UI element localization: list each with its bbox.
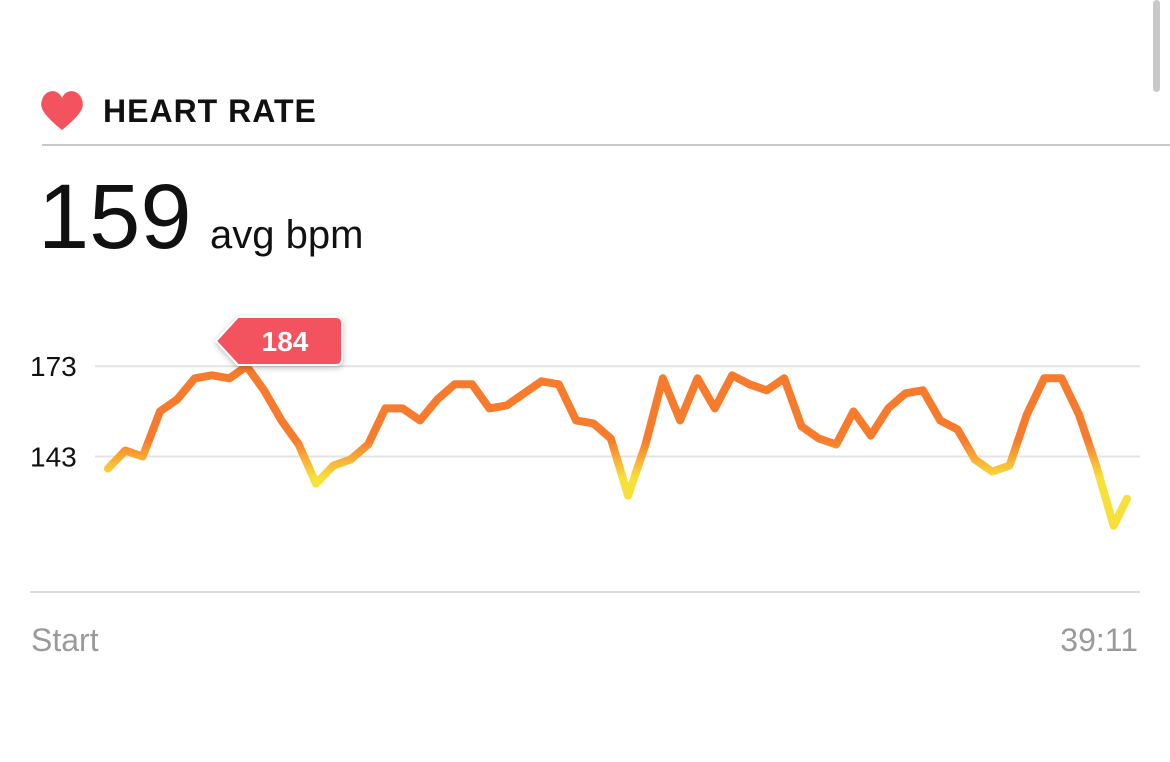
chart: 143 173 Start 39:11 184: [30, 316, 1140, 658]
section-title: HEART RATE: [103, 93, 317, 129]
x-tick-label: Start: [31, 622, 99, 658]
x-tick-label: 39:11: [1060, 622, 1138, 658]
max-callout: 184: [214, 316, 343, 366]
heart-rate-line: [104, 362, 1131, 530]
callout-label: 184: [262, 326, 309, 357]
avg-value: 159: [38, 166, 192, 268]
heart-icon: [41, 91, 83, 130]
avg-unit: avg bpm: [210, 213, 363, 257]
y-tick-label: 173: [30, 351, 77, 382]
y-tick-label: 143: [30, 442, 77, 473]
scrollbar: [1153, 0, 1160, 92]
callout-box: [214, 316, 343, 366]
